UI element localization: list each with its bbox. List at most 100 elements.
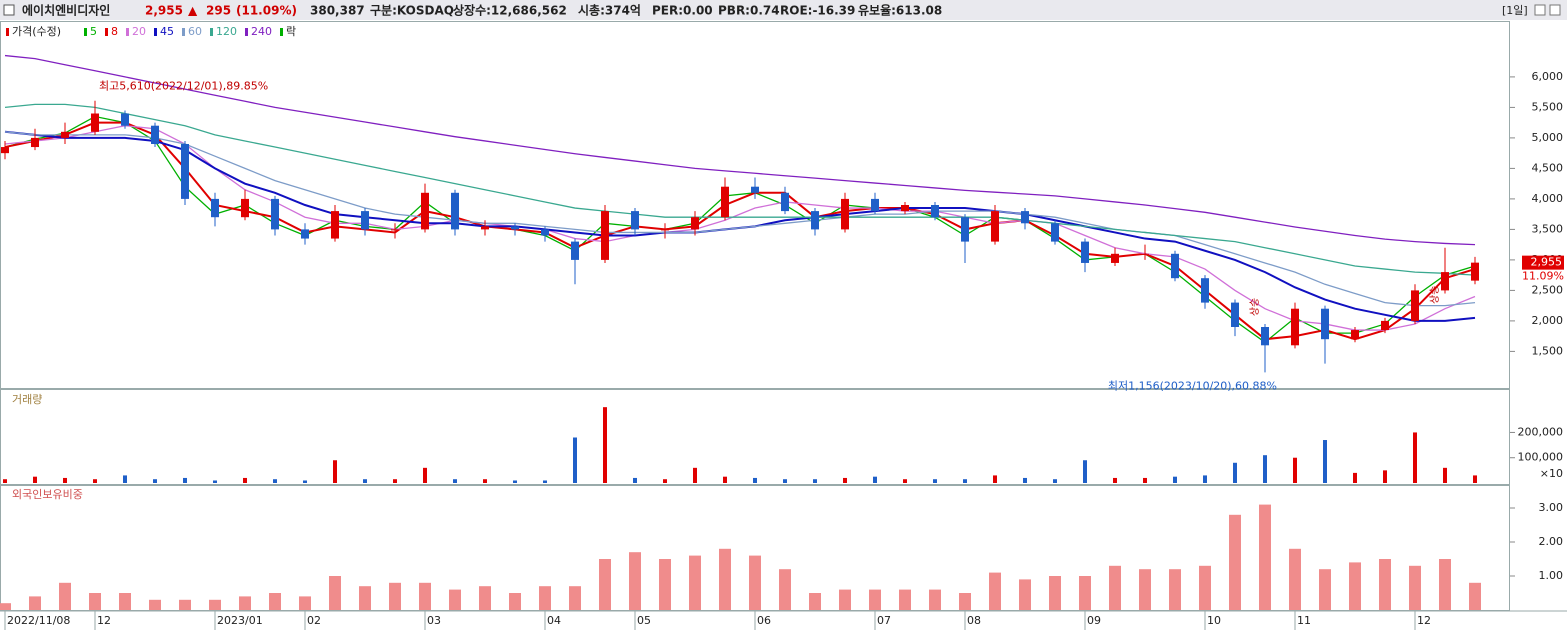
- candle-body: [121, 113, 129, 126]
- legend-label: 5: [90, 25, 97, 38]
- ma-line: [4, 125, 1476, 331]
- x-tick-label: 09: [1087, 614, 1101, 627]
- foreign-bar: [809, 593, 821, 610]
- volume-bar: [813, 479, 817, 483]
- foreign-bar: [59, 582, 71, 610]
- change: 295: [206, 4, 231, 18]
- legend-label: 8: [111, 25, 118, 38]
- y-tick-label: 4,500: [1532, 161, 1564, 174]
- candle-body: [1471, 262, 1479, 281]
- candle-body: [511, 226, 519, 230]
- foreign-bar: [179, 599, 191, 610]
- foreign-bar: [29, 596, 41, 610]
- volume-bar: [33, 476, 37, 483]
- candle-body: [1201, 278, 1209, 303]
- last-price: 2,955: [1531, 256, 1563, 269]
- volume-bar: [183, 477, 187, 483]
- foreign-bar: [239, 596, 251, 610]
- candle-body: [481, 226, 489, 230]
- foreign-bar: [419, 582, 431, 610]
- foreign-bar: [539, 586, 551, 610]
- volume-bar: [213, 480, 217, 483]
- foreign-bar: [479, 586, 491, 610]
- close-button[interactable]: [1549, 4, 1561, 16]
- foreign-bar: [1169, 569, 1181, 610]
- foreign-bar: [1079, 576, 1091, 610]
- volume-bar: [1323, 440, 1327, 483]
- candle-body: [331, 211, 339, 239]
- foreign-bar: [329, 576, 341, 610]
- y-tick-label: 5,000: [1532, 131, 1564, 144]
- candle-body: [1021, 211, 1029, 224]
- volume-bar: [693, 467, 697, 483]
- y-tick-label: 3,500: [1532, 222, 1564, 235]
- checkbox[interactable]: [3, 4, 15, 16]
- reserve: 유보율:613.08: [858, 4, 942, 18]
- ma-line: [4, 115, 1476, 344]
- volume-bar: [3, 479, 7, 483]
- x-tick-label: 08: [967, 614, 981, 627]
- foreign-bar: [1019, 579, 1031, 610]
- per: PER:0.00: [652, 4, 713, 18]
- foreign-bar: [719, 548, 731, 610]
- candle-body: [1351, 330, 1359, 340]
- period[interactable]: [1일]: [1502, 3, 1528, 17]
- volume-bar: [663, 479, 667, 483]
- legend-label: 120: [216, 25, 237, 38]
- volume-bar: [723, 476, 727, 483]
- candle-body: [751, 186, 759, 193]
- volume-unit: ×10: [1540, 467, 1563, 480]
- volume: 380,387: [310, 4, 365, 18]
- ma-line: [4, 54, 1476, 246]
- x-tick-label: 04: [547, 614, 561, 627]
- candle-body: [421, 192, 429, 230]
- foreign-bar: [869, 589, 881, 610]
- x-tick-label: 02: [307, 614, 321, 627]
- high-annotation: 최고5,610(2022/12/01),89.85%: [99, 80, 268, 93]
- foreign-bar: [1319, 569, 1331, 610]
- candle-body: [571, 241, 579, 260]
- signal: 상승: [1429, 286, 1441, 304]
- candle-body: [661, 229, 669, 231]
- y-tick-label: 1.00: [1539, 569, 1564, 582]
- y-tick-label: 6,000: [1532, 70, 1564, 83]
- candle-body: [1171, 253, 1179, 279]
- last-price-box: [1522, 255, 1564, 270]
- foreign-bar: [1289, 548, 1301, 610]
- candle-body: [931, 205, 939, 218]
- volume-bar: [1353, 472, 1357, 483]
- foreign-bar: [749, 555, 761, 610]
- volume-bar: [93, 479, 97, 483]
- foreign-bar: [1259, 504, 1271, 610]
- x-tick-label: 11: [1297, 614, 1311, 627]
- candle-body: [961, 217, 969, 242]
- price-panel: [0, 21, 1510, 389]
- volume-bar: [993, 475, 997, 483]
- volume-bar: [873, 476, 877, 483]
- foreign-bar: [629, 552, 641, 610]
- volume-bar: [123, 475, 127, 483]
- y-tick-label: 5,500: [1532, 100, 1564, 113]
- ma-line: [4, 131, 1476, 307]
- shares: 상장수:12,686,562: [453, 3, 567, 18]
- volume-bar: [1263, 455, 1267, 483]
- candle-body: [541, 229, 549, 236]
- panel-title: 외국인보유비중: [12, 488, 83, 501]
- foreign-bar: [119, 593, 131, 610]
- y-tick-label: 100,000: [1518, 451, 1564, 464]
- header-bar: [0, 0, 1567, 20]
- window-button[interactable]: [1534, 4, 1546, 16]
- volume-bar: [243, 477, 247, 483]
- foreign-bar: [359, 586, 371, 610]
- foreign-bar: [509, 593, 521, 610]
- foreign-bar: [1049, 576, 1061, 610]
- volume-bar: [363, 479, 367, 483]
- foreign-bar: [1109, 565, 1121, 610]
- foreign-bar: [299, 596, 311, 610]
- foreign-bar: [599, 559, 611, 610]
- foreign-bar: [0, 603, 11, 610]
- candle-body: [1291, 308, 1299, 346]
- volume-bar: [753, 477, 757, 483]
- foreign-bar: [959, 593, 971, 610]
